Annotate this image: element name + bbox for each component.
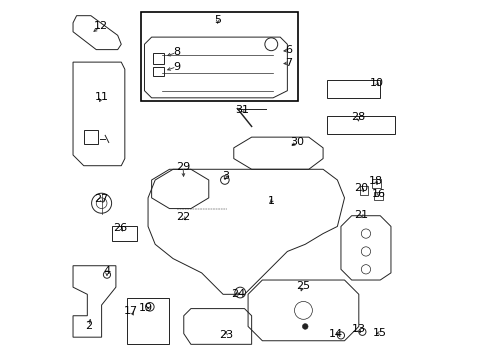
Text: 27: 27 (94, 194, 108, 204)
Bar (359, 186, 367, 195)
Text: 10: 10 (369, 78, 383, 88)
Text: 25: 25 (295, 282, 309, 292)
Text: 20: 20 (354, 183, 368, 193)
Text: 30: 30 (290, 137, 304, 147)
Text: 14: 14 (328, 329, 343, 339)
Circle shape (302, 324, 307, 329)
Text: 29: 29 (176, 162, 190, 172)
Text: 17: 17 (124, 306, 138, 316)
Text: 8: 8 (173, 48, 180, 58)
Text: 11: 11 (94, 92, 108, 102)
Bar (372, 179, 380, 188)
Bar (141, 12, 298, 102)
Text: 21: 21 (354, 210, 368, 220)
Text: 16: 16 (371, 189, 385, 199)
Bar (373, 192, 382, 201)
Text: 5: 5 (214, 15, 221, 25)
Text: 22: 22 (176, 212, 190, 222)
Text: 7: 7 (285, 58, 292, 68)
Text: 12: 12 (94, 21, 108, 31)
Text: 15: 15 (372, 328, 386, 338)
Text: 6: 6 (285, 45, 292, 55)
Text: 9: 9 (173, 62, 180, 72)
Text: 4: 4 (103, 266, 110, 276)
Text: 23: 23 (219, 330, 232, 340)
Text: 13: 13 (351, 324, 365, 334)
Text: 18: 18 (368, 176, 382, 186)
Text: 24: 24 (231, 289, 245, 298)
Text: 31: 31 (235, 105, 248, 114)
Text: 2: 2 (85, 321, 93, 332)
Text: 28: 28 (350, 112, 365, 122)
Text: 19: 19 (138, 303, 152, 313)
Text: 26: 26 (113, 222, 127, 233)
Text: 3: 3 (222, 171, 228, 181)
Text: 1: 1 (267, 196, 275, 206)
